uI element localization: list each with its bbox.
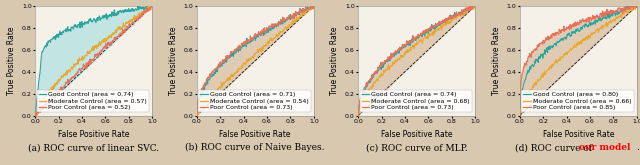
- Y-axis label: True Positive Rate: True Positive Rate: [492, 26, 501, 95]
- Y-axis label: True Positive Rate: True Positive Rate: [330, 26, 339, 95]
- Text: (d) ROC curve of: (d) ROC curve of: [515, 143, 595, 152]
- X-axis label: False Positive Rate: False Positive Rate: [381, 130, 452, 139]
- Y-axis label: True Positive Rate: True Positive Rate: [7, 26, 16, 95]
- Legend: Good Control (area = 0.80), Moderate Control (area = 0.66), Poor Control (area =: Good Control (area = 0.80), Moderate Con…: [522, 90, 634, 112]
- Legend: Good Control (area = 0.74), Moderate Control (area = 0.57), Poor Control (area =: Good Control (area = 0.74), Moderate Con…: [36, 90, 149, 112]
- X-axis label: False Positive Rate: False Positive Rate: [58, 130, 129, 139]
- Text: our model: our model: [579, 143, 630, 152]
- Legend: Good Control (area = 0.71), Moderate Control (area = 0.54), Poor Control (area =: Good Control (area = 0.71), Moderate Con…: [198, 90, 310, 112]
- Text: (a) ROC curve of linear SVC.: (a) ROC curve of linear SVC.: [28, 143, 159, 152]
- Text: (c) ROC curve of MLP.: (c) ROC curve of MLP.: [366, 143, 468, 152]
- Text: (b) ROC curve of Naive Bayes.: (b) ROC curve of Naive Bayes.: [186, 143, 325, 152]
- X-axis label: False Positive Rate: False Positive Rate: [220, 130, 291, 139]
- Text: .: .: [637, 143, 639, 152]
- Y-axis label: True Positive Rate: True Positive Rate: [169, 26, 178, 95]
- Legend: Good Control (area = 0.74), Moderate Control (area = 0.68), Poor Control (area =: Good Control (area = 0.74), Moderate Con…: [360, 90, 472, 112]
- X-axis label: False Positive Rate: False Positive Rate: [543, 130, 614, 139]
